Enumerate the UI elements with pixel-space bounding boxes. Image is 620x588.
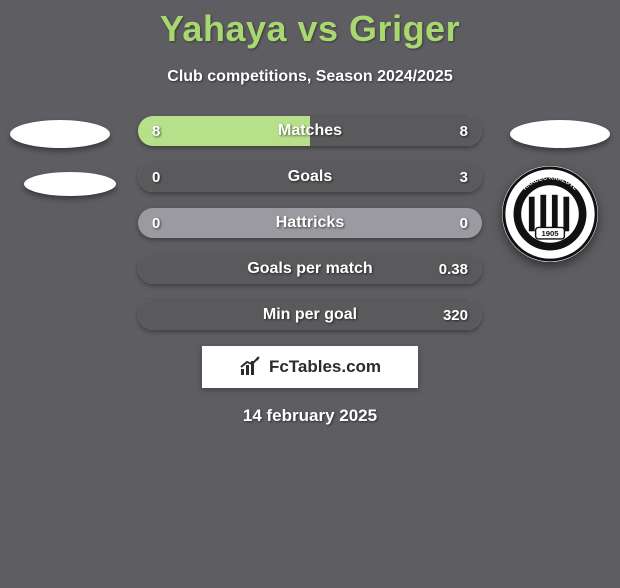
player1-logo-2 bbox=[24, 172, 116, 196]
stat-value-right: 0.38 bbox=[439, 261, 468, 278]
stat-label: Min per goal bbox=[138, 306, 482, 324]
stat-row: 0Goals3 bbox=[138, 162, 482, 192]
page-title: Yahaya vs Griger bbox=[0, 8, 620, 50]
chart-icon bbox=[239, 355, 263, 379]
branding-text: FcTables.com bbox=[269, 357, 381, 377]
branding-box: FcTables.com bbox=[202, 346, 418, 388]
stat-value-right: 3 bbox=[460, 169, 468, 186]
stat-row: Min per goal320 bbox=[138, 300, 482, 330]
stat-label: Matches bbox=[138, 122, 482, 140]
club-badge: 1905 HRADEC KRÁLOVÉ bbox=[502, 166, 598, 262]
stat-row: 0Hattricks0 bbox=[138, 208, 482, 238]
stat-value-right: 0 bbox=[460, 215, 468, 232]
stat-rows: 8Matches80Goals30Hattricks0Goals per mat… bbox=[138, 116, 482, 330]
badge-year: 1905 bbox=[541, 229, 559, 238]
stat-row: Goals per match0.38 bbox=[138, 254, 482, 284]
player1-logo-1 bbox=[10, 120, 110, 148]
date-text: 14 february 2025 bbox=[0, 406, 620, 426]
stat-value-right: 8 bbox=[460, 123, 468, 140]
stats-area: 1905 HRADEC KRÁLOVÉ 8Matches80Goals30Hat… bbox=[0, 116, 620, 330]
stat-value-right: 320 bbox=[443, 307, 468, 324]
subtitle: Club competitions, Season 2024/2025 bbox=[0, 68, 620, 86]
stat-label: Goals bbox=[138, 168, 482, 186]
stat-label: Hattricks bbox=[138, 214, 482, 232]
stat-row: 8Matches8 bbox=[138, 116, 482, 146]
stat-label: Goals per match bbox=[138, 260, 482, 278]
player2-logo-1 bbox=[510, 120, 610, 148]
